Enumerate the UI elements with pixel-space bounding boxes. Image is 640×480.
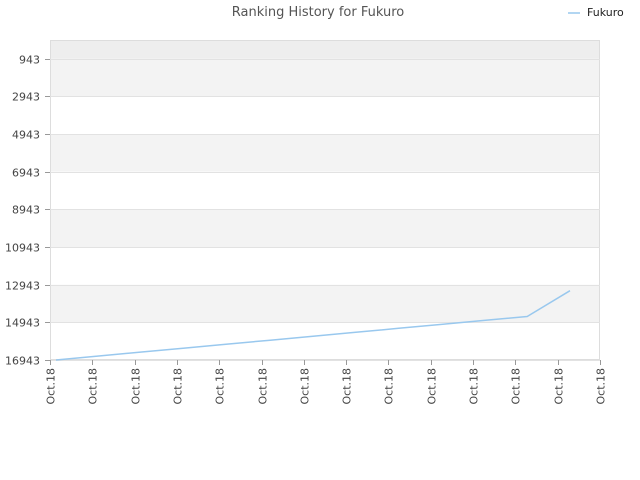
series-line-fukuro xyxy=(55,290,571,361)
x-tick-label: Oct.18 xyxy=(553,368,566,405)
x-tick-label: Oct.18 xyxy=(468,368,481,405)
plot-band xyxy=(50,322,600,360)
plot-band xyxy=(50,134,600,172)
y-tick-label: 10943 xyxy=(5,242,40,255)
plot-band xyxy=(50,284,600,323)
x-tick-label: Oct.18 xyxy=(257,368,270,405)
y-axis-ticks: 943 2943 4943 6943 8943 10943 12943 14943 16943 xyxy=(5,54,50,368)
y-tick-label: 16943 xyxy=(5,355,40,368)
plot-frame xyxy=(50,40,600,360)
plot-bands xyxy=(50,40,600,360)
x-tick-label: Oct.18 xyxy=(426,368,439,405)
legend-label-fukuro: Fukuro xyxy=(587,6,624,19)
x-tick-label: Oct.18 xyxy=(87,368,100,405)
y-tick-label: 14943 xyxy=(5,317,40,330)
y-tick-label: 6943 xyxy=(12,167,40,180)
x-tick-label: Oct.18 xyxy=(510,368,523,405)
x-axis-ticks: Oct.18 Oct.18 Oct.18 Oct.18 Oct.18 Oct.18 Oct.… xyxy=(45,360,608,405)
plot-band xyxy=(50,58,600,97)
legend[interactable]: Fukuro xyxy=(568,6,624,19)
y-tick-label: 12943 xyxy=(5,280,40,293)
series-layer xyxy=(55,290,571,361)
x-tick-label: Oct.18 xyxy=(383,368,396,405)
x-tick-label: Oct.18 xyxy=(299,368,312,405)
gridlines xyxy=(50,59,600,361)
chart-title: Ranking History for Fukuro xyxy=(232,5,405,20)
x-tick-label: Oct.18 xyxy=(172,368,185,405)
y-tick-label: 2943 xyxy=(12,91,40,104)
plot-band xyxy=(50,209,600,248)
x-tick-label: Oct.18 xyxy=(130,368,143,405)
x-tick-label: Oct.18 xyxy=(595,368,608,405)
y-tick-label: 943 xyxy=(19,54,40,67)
plot-band xyxy=(50,171,600,210)
y-tick-label: 4943 xyxy=(12,129,40,142)
x-tick-label: Oct.18 xyxy=(45,368,58,405)
plot-band-top xyxy=(50,40,600,59)
y-tick-label: 8943 xyxy=(12,204,40,217)
x-tick-label: Oct.18 xyxy=(341,368,354,405)
x-tick-label: Oct.18 xyxy=(214,368,227,405)
plot-band xyxy=(50,96,600,135)
plot-band xyxy=(50,247,600,285)
